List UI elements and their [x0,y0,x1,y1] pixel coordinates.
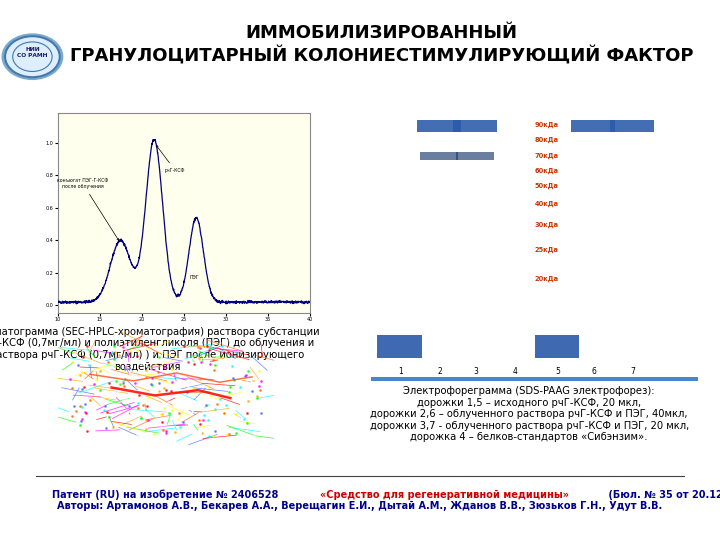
Bar [377,335,422,359]
Text: 3: 3 [473,367,478,376]
Bar [417,120,461,132]
Text: 2: 2 [437,367,442,376]
Text: Хроматограмма (SEC-HPLC-хроматография) раствора субстанции
рчГ-КСФ (0,7мг/мл) и : Хроматограмма (SEC-HPLC-хроматография) р… [0,327,320,372]
Text: конъюгат ПЭГ-Г-КСФ
после облучения: конъюгат ПЭГ-Г-КСФ после облучения [57,178,119,240]
Text: «Средство для регенеративной медицины»: «Средство для регенеративной медицины» [320,490,570,500]
Bar [456,152,494,160]
Text: Авторы: Артамонов А.В., Бекарев А.А., Верещагин Е.И., Дытай А.М., Жданов В.В., З: Авторы: Артамонов А.В., Бекарев А.А., Ве… [58,501,662,511]
Text: НИИ
СО РАМН: НИИ СО РАМН [17,47,48,58]
Text: Электрофореграмма (SDS-PAAG электрофорез):
дорожки 1,5 – исходного рчГ-КСФ, 20 м: Электрофореграмма (SDS-PAAG электрофорез… [369,386,689,442]
Text: 50кДа: 50кДа [534,183,559,189]
Bar [571,120,615,132]
Text: 4: 4 [513,367,518,376]
Bar [534,335,579,359]
Text: 90кДа: 90кДа [534,122,559,128]
Text: ИММОБИЛИЗИРОВАННЫЙ
ГРАНУЛОЦИТАРНЫЙ КОЛОНИЕСТИМУЛИРУЮЩИЙ ФАКТОР: ИММОБИЛИЗИРОВАННЫЙ ГРАНУЛОЦИТАРНЫЙ КОЛОН… [70,24,693,64]
Text: 60кДа: 60кДа [534,167,559,174]
Bar [453,120,497,132]
Text: 7: 7 [631,367,635,376]
Text: рчГ-КСФ: рчГ-КСФ [156,145,186,173]
Text: 30кДа: 30кДа [534,222,559,228]
Text: Патент (RU) на изобретение № 2406528: Патент (RU) на изобретение № 2406528 [52,490,282,501]
Text: 25кДа: 25кДа [534,247,559,253]
Bar [420,152,458,160]
Bar [371,376,698,381]
Text: 20кДа: 20кДа [534,276,559,282]
Text: 5: 5 [555,367,560,376]
Text: (Бюл. № 35 от 20.12.2010).: (Бюл. № 35 от 20.12.2010). [605,490,720,500]
Text: 40кДа: 40кДа [534,201,559,207]
Text: 1: 1 [398,367,402,376]
Text: ПЭГ: ПЭГ [189,275,199,280]
Circle shape [5,36,60,77]
Text: 80кДа: 80кДа [534,137,559,143]
Text: 70кДа: 70кДа [534,152,559,159]
Text: 6: 6 [591,367,596,376]
Bar [610,120,654,132]
Circle shape [2,34,63,79]
